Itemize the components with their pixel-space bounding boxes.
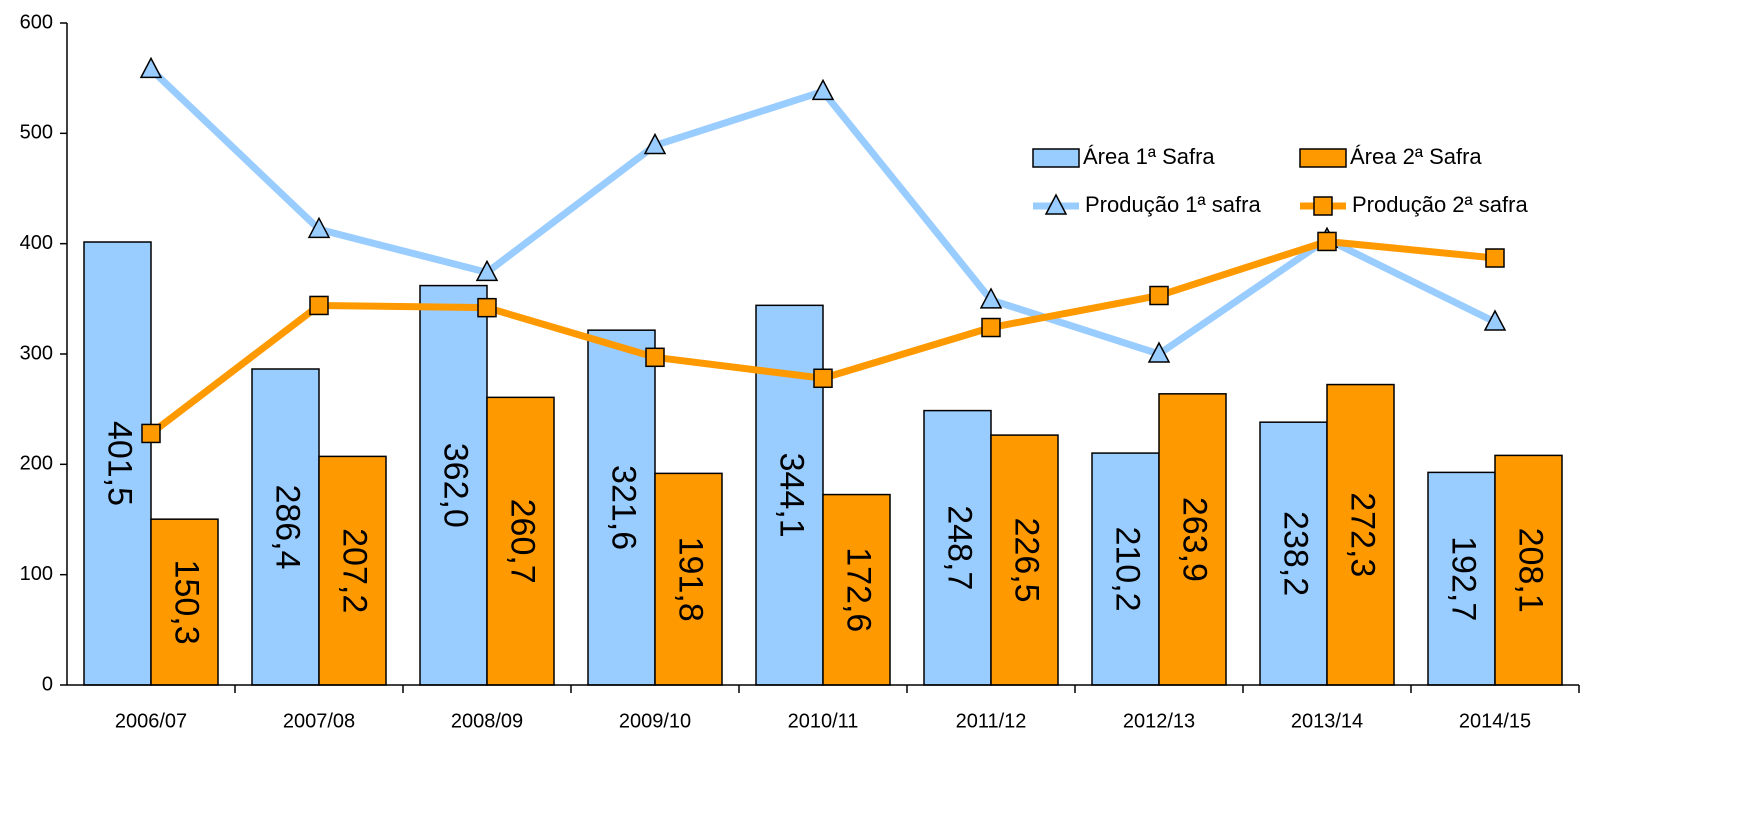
data-label: 192,7 <box>1445 536 1483 621</box>
bar <box>1427 471 1496 686</box>
point <box>477 297 497 318</box>
bar <box>486 396 555 686</box>
legend-marker <box>1044 193 1068 215</box>
y-tick-label: 100 <box>20 563 53 585</box>
data-label: 286,4 <box>269 484 307 569</box>
legend-swatch <box>1032 148 1080 168</box>
point <box>1149 285 1169 306</box>
data-label: 401,5 <box>101 421 139 506</box>
point <box>979 287 1003 309</box>
y-tick-label: 400 <box>20 232 53 254</box>
x-tick-label: 2014/15 <box>1459 710 1531 732</box>
y-tick-label: 600 <box>20 11 53 33</box>
x-tick-label: 2009/10 <box>619 710 691 732</box>
bar <box>318 455 387 686</box>
point <box>645 347 665 368</box>
data-label: 191,8 <box>672 537 710 622</box>
legend-swatch <box>1299 148 1347 168</box>
data-label: 272,3 <box>1344 492 1382 577</box>
data-label: 260,7 <box>504 499 542 584</box>
bar <box>1494 454 1563 686</box>
data-label: 208,1 <box>1512 528 1550 613</box>
point <box>1485 248 1505 268</box>
data-label: 263,9 <box>1176 497 1214 582</box>
bar <box>150 518 219 686</box>
x-tick-label: 2013/14 <box>1291 710 1363 732</box>
point <box>1147 341 1171 363</box>
bar <box>587 329 656 686</box>
point <box>309 295 329 316</box>
bar <box>1158 393 1227 686</box>
bar <box>1091 452 1160 686</box>
data-label: 321,6 <box>605 465 643 550</box>
point <box>1483 309 1507 331</box>
data-label: 238,2 <box>1277 511 1315 596</box>
y-tick-label: 500 <box>20 122 53 144</box>
data-label: 150,3 <box>168 560 206 645</box>
legend-label: Área 1ª Safra <box>1083 144 1215 169</box>
legend-label: Produção 1ª safra <box>1085 192 1261 217</box>
legend-marker <box>1313 196 1333 216</box>
bar <box>654 472 723 686</box>
x-tick-label: 2012/13 <box>1123 710 1195 732</box>
x-tick-label: 2006/07 <box>115 710 187 732</box>
x-tick-label: 2008/09 <box>451 710 523 732</box>
bar <box>990 434 1059 686</box>
point <box>643 132 667 155</box>
data-label: 248,7 <box>941 505 979 590</box>
legend-label: Área 2ª Safra <box>1350 144 1482 169</box>
point <box>307 216 331 239</box>
legend-label: Produção 2ª safra <box>1352 192 1528 217</box>
point <box>1317 231 1337 252</box>
bar <box>923 409 992 686</box>
y-tick-label: 0 <box>42 673 53 695</box>
data-label: 210,2 <box>1109 526 1147 611</box>
point <box>139 56 163 79</box>
x-tick-label: 2007/08 <box>283 710 355 732</box>
data-label: 226,5 <box>1008 518 1046 603</box>
data-label: 344,1 <box>773 453 811 538</box>
y-tick-label: 200 <box>20 453 53 475</box>
bar <box>1326 383 1395 686</box>
point <box>141 423 161 444</box>
x-tick-label: 2010/11 <box>788 710 859 732</box>
x-tick-label: 2011/12 <box>956 710 1027 732</box>
data-label: 207,2 <box>336 528 374 613</box>
y-tick-label: 300 <box>20 342 53 364</box>
data-label: 172,6 <box>840 547 878 632</box>
point <box>813 368 833 389</box>
data-label: 362,0 <box>437 443 475 528</box>
point <box>981 317 1001 338</box>
point <box>475 259 499 282</box>
point <box>811 78 835 101</box>
bar <box>822 493 891 686</box>
